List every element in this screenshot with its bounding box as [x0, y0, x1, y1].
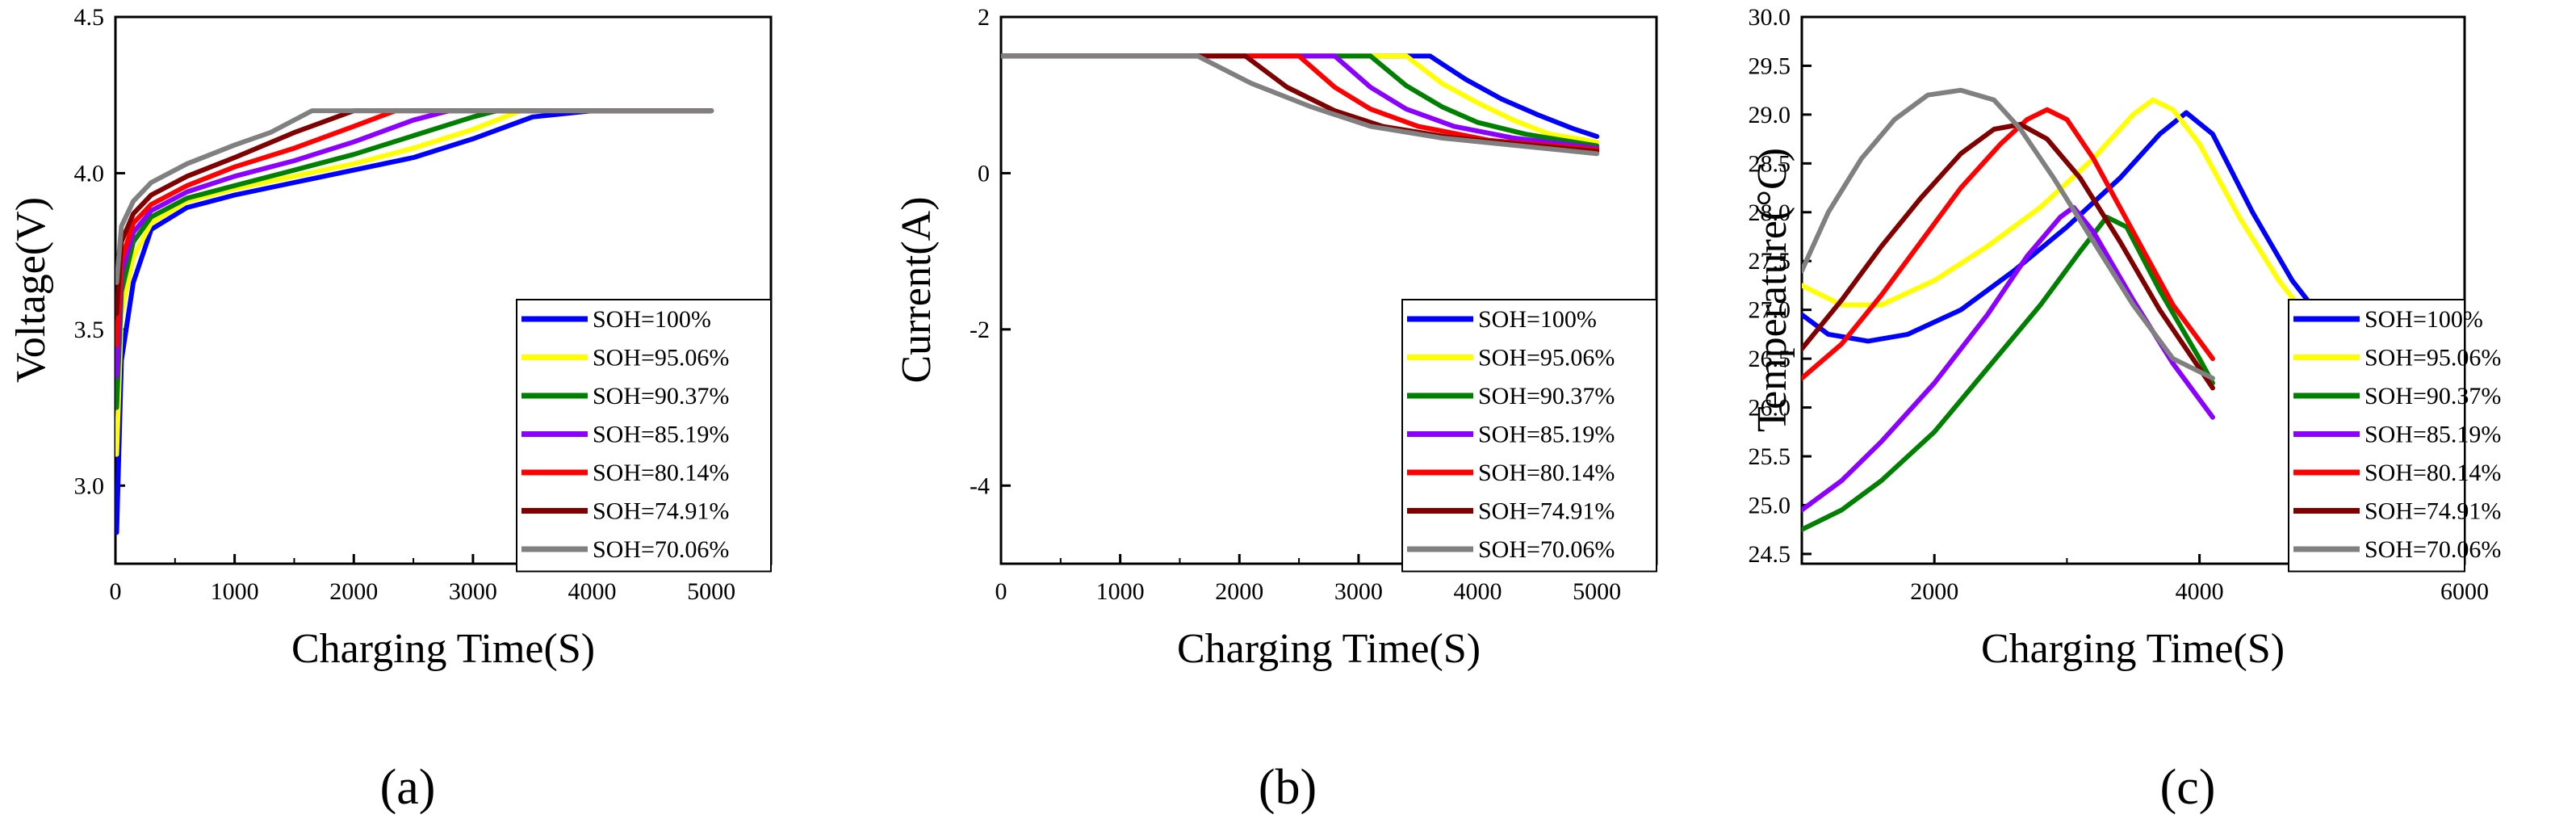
voltage-y-tick-label: 3.5 — [74, 317, 105, 343]
current-series-soh-95-06 — [1001, 53, 1600, 145]
voltage-y-tick-label: 3.0 — [74, 472, 105, 499]
temperature-legend-label: SOH=95.06% — [2364, 345, 2501, 372]
voltage-legend-label: SOH=80.14% — [593, 460, 729, 486]
current-y-tick-label: -2 — [970, 317, 990, 343]
current-y-tick-label: 0 — [978, 160, 990, 187]
temperature-series-soh-90-37 — [1802, 214, 2215, 532]
voltage-legend-label: SOH=90.37% — [593, 383, 729, 409]
temperature-series-soh-95-06 — [1802, 97, 2308, 317]
voltage-legend-label: SOH=85.19% — [593, 422, 729, 448]
voltage-series-soh-74-91 — [115, 108, 714, 317]
current-x-tick-label: 1000 — [1096, 578, 1145, 605]
voltage-chart-panel: 0 1000 2000 3000 4000 5000 3.0 3.5 4.0 4.5 SOH=10… — [8, 4, 773, 815]
panel-label-a: (a) — [380, 760, 436, 815]
temperature-plot-frame — [1800, 15, 2466, 565]
voltage-series-soh-80-14 — [115, 108, 714, 348]
temperature-x-tick-label: 4000 — [2176, 578, 2224, 605]
current-legend-label: SOH=90.37% — [1478, 383, 1615, 409]
current-series-soh-85-19 — [1001, 53, 1600, 151]
temperature-y-tick-label: 24.5 — [1749, 541, 1791, 568]
temperature-y-tick-label: 25.0 — [1749, 492, 1791, 518]
temperature-y-tick-label: 27.0 — [1749, 297, 1791, 324]
temperature-y-tick-label: 28.5 — [1749, 150, 1791, 177]
current-legend-label: SOH=74.91% — [1478, 498, 1615, 525]
voltage-y-axis-label: Voltage(V) — [8, 197, 54, 383]
current-legend-label: SOH=70.06% — [1478, 536, 1615, 563]
voltage-x-tick-label: 0 — [110, 578, 122, 605]
panel-label-b: (b) — [1259, 760, 1317, 815]
temperature-y-tick-label: 27.5 — [1749, 248, 1791, 275]
current-legend-label: SOH=80.14% — [1478, 460, 1615, 486]
voltage-legend: SOH=100% SOH=95.06% SOH=90.37% SOH=85.19% SO… — [516, 299, 772, 573]
temperature-series-soh-74-91 — [1802, 122, 2215, 391]
current-legend: SOH=100% SOH=95.06% SOH=90.37% SOH=85.19% SO… — [1401, 299, 1657, 573]
voltage-x-axis-label: Charging Time(S) — [291, 626, 595, 672]
current-legend-label: SOH=95.06% — [1478, 345, 1615, 372]
current-y-tick-label: -4 — [970, 472, 990, 499]
current-series-soh-100 — [1001, 53, 1600, 139]
current-y-tick-label: 2 — [978, 4, 990, 31]
current-series-soh-90-37 — [1001, 53, 1600, 149]
voltage-series-soh-70-06 — [115, 108, 714, 285]
current-x-tick-label: 3000 — [1334, 578, 1383, 605]
temperature-x-axis-label: Charging Time(S) — [1981, 626, 2285, 672]
voltage-x-tick-label: 3000 — [449, 578, 497, 605]
voltage-legend-label: SOH=95.06% — [593, 345, 729, 372]
voltage-x-tick-label: 1000 — [211, 578, 259, 605]
voltage-series-group — [115, 108, 714, 535]
temperature-legend-label: SOH=85.19% — [2364, 422, 2501, 448]
temperature-chart-panel: 2000 4000 6000 24.5 25.0 25.5 26.0 26.5 27.0 27.5… — [1749, 4, 2502, 815]
current-y-axis-label: Current(A) — [894, 196, 940, 383]
temperature-legend-label: SOH=74.91% — [2364, 498, 2501, 525]
temperature-series-soh-70-06 — [1802, 87, 2215, 381]
temperature-series-soh-80-14 — [1802, 107, 2215, 381]
temperature-legend-label: SOH=80.14% — [2364, 460, 2501, 486]
voltage-series-soh-90-37 — [115, 108, 714, 410]
temperature-x-tick-label: 2000 — [1910, 578, 1958, 605]
current-chart-panel: 0 1000 2000 3000 4000 5000-4-202 SOH=100%SOH=… — [894, 4, 1658, 815]
voltage-plot-frame — [114, 15, 773, 565]
temperature-y-tick-label: 29.0 — [1749, 102, 1791, 128]
temperature-legend-label: SOH=100% — [2364, 306, 2483, 333]
current-legend-label: SOH=100% — [1478, 306, 1597, 333]
current-series-group — [1001, 53, 1600, 157]
panel-label-c: (c) — [2160, 760, 2216, 815]
voltage-series-soh-85-19 — [115, 108, 714, 379]
temperature-y-tick-label: 26.5 — [1749, 346, 1791, 372]
temperature-y-tick-label: 26.0 — [1749, 395, 1791, 422]
voltage-x-tick-label: 2000 — [329, 578, 378, 605]
current-x-tick-label: 2000 — [1215, 578, 1263, 605]
current-x-tick-label: 4000 — [1454, 578, 1502, 605]
temperature-y-tick-label: 25.5 — [1749, 443, 1791, 470]
temperature-y-tick-label: 30.0 — [1749, 4, 1791, 31]
temperature-series-soh-85-19 — [1802, 204, 2215, 513]
temperature-legend: SOH=100% SOH=95.06% SOH=90.37% SOH=85.19% SO… — [2288, 299, 2501, 573]
current-x-axis-label: Charging Time(S) — [1177, 626, 1481, 672]
voltage-series-soh-100 — [115, 108, 714, 535]
temperature-series-group — [1802, 87, 2322, 532]
voltage-y-tick-label: 4.5 — [74, 4, 105, 31]
current-series-soh-70-06 — [1001, 53, 1600, 157]
voltage-x-tick-label: 5000 — [687, 578, 735, 605]
voltage-y-tick-label: 4.0 — [74, 160, 105, 187]
temperature-x-tick-label: 6000 — [2440, 578, 2489, 605]
current-x-tick-label: 5000 — [1573, 578, 1621, 605]
temperature-legend-label: SOH=90.37% — [2364, 383, 2501, 409]
temperature-y-axis-label: Temperature(°C) — [1749, 148, 1795, 432]
temperature-y-tick-label: 28.0 — [1749, 199, 1791, 226]
current-x-tick-label: 0 — [995, 578, 1007, 605]
voltage-legend-label: SOH=100% — [593, 306, 711, 333]
temperature-y-tick-label: 29.5 — [1749, 52, 1791, 79]
voltage-axis-ticks: 0 1000 2000 3000 4000 5000 3.0 3.5 4.0 4.5 — [74, 4, 736, 605]
voltage-x-tick-label: 4000 — [568, 578, 617, 605]
voltage-legend-label: SOH=74.91% — [593, 498, 729, 525]
temperature-legend-label: SOH=70.06% — [2364, 536, 2501, 563]
current-legend-label: SOH=85.19% — [1478, 422, 1615, 448]
voltage-legend-label: SOH=70.06% — [593, 536, 729, 563]
current-plot-frame — [999, 15, 1658, 565]
